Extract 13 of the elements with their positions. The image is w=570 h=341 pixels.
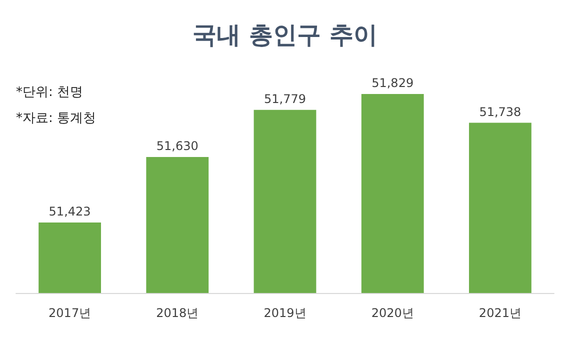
x-tick-label: 2021년 — [478, 306, 522, 320]
annotation: *단위: 천명 — [16, 85, 84, 100]
data-label: 51,630 — [156, 138, 198, 153]
chart-title: 국내 총인구 추이 — [192, 21, 378, 49]
x-tick-label: 2019년 — [264, 306, 306, 320]
data-label: 51,738 — [479, 104, 522, 119]
data-label: 51,779 — [264, 92, 306, 106]
x-tick-label: 2018년 — [156, 306, 199, 320]
data-label: 51,829 — [372, 76, 414, 90]
data-label: 51,423 — [48, 204, 91, 218]
x-tick-label: 2017년 — [48, 306, 92, 320]
annotation: *자료: 통계청 — [16, 111, 96, 126]
x-tick-label: 2020년 — [371, 306, 414, 320]
